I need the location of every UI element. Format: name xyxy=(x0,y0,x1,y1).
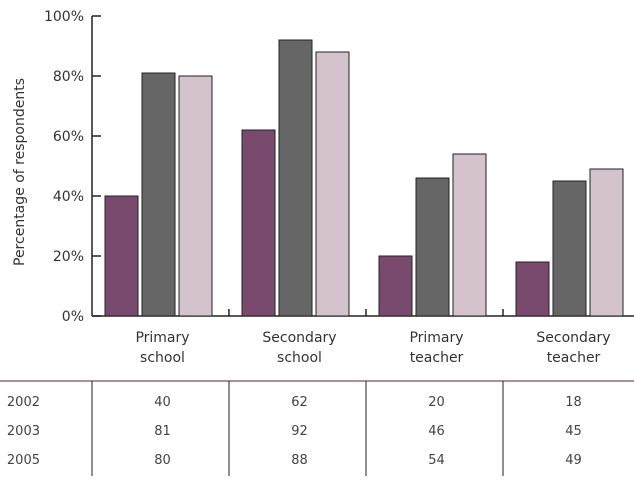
table-cell: 80 xyxy=(154,453,171,468)
data-table: 2002 40 62 20 18 2003 81 92 46 45 2005 80 88 54 49 xyxy=(0,381,634,476)
table-cell: 18 xyxy=(565,395,582,410)
bar-2005-1 xyxy=(316,52,349,316)
table-cell: 81 xyxy=(154,424,171,439)
bar-2005-3 xyxy=(590,169,623,316)
bar-2002-2 xyxy=(379,256,412,316)
bar-2003-3 xyxy=(553,181,586,316)
bar-2002-3 xyxy=(516,262,549,316)
bar-2003-2 xyxy=(416,178,449,316)
y-tick-label: 40% xyxy=(53,189,84,205)
table-cell: 88 xyxy=(291,453,308,468)
table-cell: 54 xyxy=(428,453,445,468)
table-row-label: 2003 xyxy=(7,424,40,439)
table-cell: 49 xyxy=(565,453,582,468)
table-cell: 45 xyxy=(565,424,582,439)
category-label: teacher xyxy=(547,350,601,366)
y-tick-label: 60% xyxy=(53,129,84,145)
y-tick-label: 20% xyxy=(53,249,84,265)
bar-2003-1 xyxy=(279,40,312,316)
category-label: school xyxy=(277,350,322,366)
table-cell: 20 xyxy=(428,395,445,410)
category-label: Secondary xyxy=(536,330,610,346)
y-tick-label: 0% xyxy=(62,309,84,325)
y-tick-label: 100% xyxy=(44,9,84,25)
table-row-label: 2005 xyxy=(7,453,40,468)
y-tick-label: 80% xyxy=(53,69,84,85)
category-label: Primary xyxy=(409,330,463,346)
table-cell: 46 xyxy=(428,424,445,439)
bar-2003-0 xyxy=(142,73,175,316)
y-axis-label: Percentage of respondents xyxy=(12,78,28,266)
bar-2005-2 xyxy=(453,154,486,316)
bars xyxy=(105,40,623,316)
table-cell: 62 xyxy=(291,395,308,410)
bar-2002-1 xyxy=(242,130,275,316)
category-label: teacher xyxy=(410,350,464,366)
table-row-label: 2002 xyxy=(7,395,40,410)
category-label: Secondary xyxy=(262,330,336,346)
bar-2005-0 xyxy=(179,76,212,316)
table-cell: 40 xyxy=(154,395,171,410)
bar-2002-0 xyxy=(105,196,138,316)
category-label: Primary xyxy=(135,330,189,346)
table-cell: 92 xyxy=(291,424,308,439)
category-label: school xyxy=(140,350,185,366)
